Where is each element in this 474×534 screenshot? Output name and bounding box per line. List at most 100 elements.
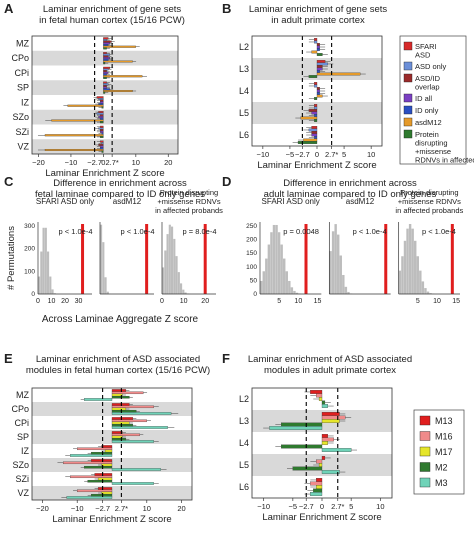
- histogram-bar: [104, 277, 107, 294]
- bar: [99, 121, 104, 124]
- bar: [321, 412, 340, 416]
- histogram-bar: [401, 256, 404, 294]
- legend-swatch: [419, 431, 431, 441]
- x-tick-label: 10: [367, 150, 375, 159]
- bar: [98, 127, 104, 130]
- legend-swatch: [403, 73, 413, 83]
- x-tick-label: 5: [349, 502, 353, 511]
- category-label: VZ: [17, 488, 29, 498]
- histogram-bar: [275, 224, 278, 294]
- legend-label: ID all: [415, 94, 432, 103]
- bar: [292, 466, 323, 471]
- bar: [310, 492, 323, 496]
- bar: [103, 88, 111, 91]
- bar: [316, 48, 320, 51]
- bar: [316, 94, 323, 98]
- bar: [99, 130, 104, 133]
- histogram-bar: [277, 232, 281, 294]
- plot-frame: [31, 387, 193, 501]
- x-tick-label: −2.7: [87, 158, 102, 167]
- bar: [103, 71, 109, 74]
- y-tick-label: 250: [246, 223, 257, 230]
- x-axis-label: Across Laminae Aggregate Z score: [42, 314, 199, 325]
- histogram-bar: [426, 291, 430, 294]
- bar: [101, 142, 104, 145]
- x-tick-label: −2.7: [95, 504, 110, 513]
- legend-label: M17: [435, 447, 453, 457]
- category-label: SZi: [16, 474, 30, 484]
- histogram-bar: [102, 242, 105, 294]
- bar: [316, 65, 323, 68]
- histogram-bar: [419, 270, 422, 294]
- chart-title: Difference in enrichment across: [53, 178, 187, 189]
- x-tick-label: 2.7*: [325, 150, 338, 159]
- x-tick-label: 0: [320, 502, 324, 511]
- x-tick-label: 5: [342, 150, 346, 159]
- legend-swatch: [419, 415, 431, 426]
- row-band: [32, 109, 178, 125]
- bar: [103, 37, 109, 40]
- bar: [103, 40, 112, 43]
- histogram-bar: [51, 289, 54, 294]
- bar: [67, 104, 104, 107]
- y-tick-label: 100: [246, 264, 257, 271]
- legend-label: asdM12: [415, 118, 442, 127]
- legend-label: +missense: [415, 147, 451, 156]
- bar: [316, 60, 326, 63]
- histogram-bar: [339, 255, 342, 294]
- x-tick-label: −20: [32, 158, 45, 167]
- histogram-bar: [337, 234, 340, 294]
- x-tick-label: 20: [177, 504, 185, 513]
- legend-label: overlap: [415, 83, 440, 92]
- bar: [103, 84, 107, 87]
- histogram-bar: [175, 256, 178, 294]
- legend-label: M16: [435, 432, 453, 442]
- histogram-bar: [100, 224, 103, 294]
- histogram-bar: [421, 281, 425, 294]
- histogram-bar: [38, 276, 41, 294]
- bar: [103, 55, 109, 58]
- histogram-bar: [344, 286, 348, 294]
- bar: [316, 72, 361, 76]
- bar: [111, 395, 130, 399]
- x-tick-label: 5: [416, 298, 420, 305]
- bar: [316, 70, 320, 73]
- bar: [101, 132, 104, 135]
- bar: [316, 89, 320, 93]
- legend-label: ASD only: [415, 62, 447, 71]
- bar: [111, 403, 130, 406]
- bar: [111, 421, 130, 425]
- p-value: p < 1.0e-4: [59, 227, 93, 236]
- bar: [111, 391, 144, 395]
- bar: [314, 114, 318, 117]
- x-tick-label: −5: [286, 150, 295, 159]
- histogram-bar: [184, 292, 187, 294]
- category-label: SP: [17, 432, 29, 442]
- chart-title: Laminar enrichment of gene sets: [249, 4, 388, 15]
- chart-subtitle: fetal laminae compared to ID only genes: [35, 189, 205, 200]
- histogram-bar: [47, 251, 50, 294]
- histogram-bar: [331, 231, 335, 294]
- bar: [99, 145, 104, 148]
- x-tick-label: 10: [48, 298, 56, 305]
- y-tick-label: 200: [246, 237, 257, 244]
- legend-label: ID only: [415, 106, 439, 115]
- bar: [316, 53, 323, 56]
- panel-letter: A: [4, 1, 14, 16]
- bar: [314, 119, 318, 122]
- bar: [99, 99, 104, 102]
- chart-subtitle: in adult primate cortex: [271, 15, 365, 26]
- bar: [111, 468, 161, 471]
- histogram-bar: [342, 274, 345, 294]
- bar: [99, 125, 104, 128]
- bar: [321, 434, 328, 438]
- panel-f: F Laminar enrichment of ASD associatedmod…: [222, 351, 412, 523]
- bar: [314, 97, 318, 100]
- x-tick-label: 0: [315, 150, 319, 159]
- histogram-bar: [347, 291, 350, 294]
- y-tick-label: 300: [24, 223, 35, 230]
- subplot-label: Protein disrupting: [160, 188, 218, 197]
- subplot-label: SFARI ASD only: [36, 197, 94, 206]
